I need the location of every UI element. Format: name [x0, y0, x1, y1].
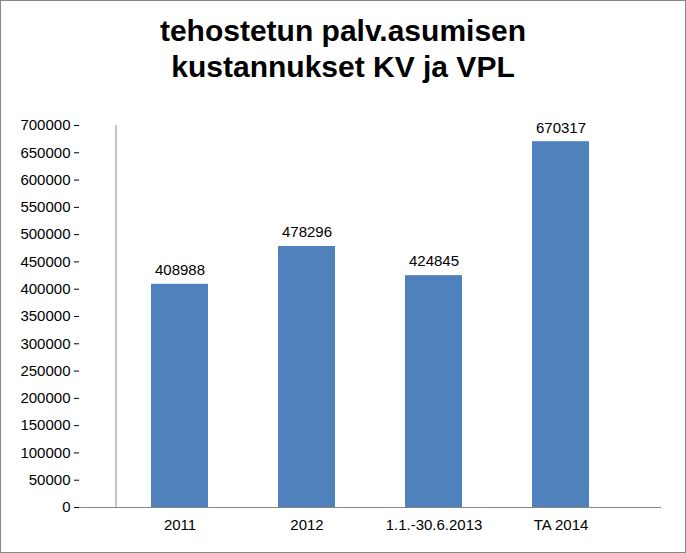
svg-text:478296: 478296: [282, 223, 332, 240]
svg-text:200000: 200000: [20, 389, 70, 406]
svg-text:TA 2014: TA 2014: [534, 516, 589, 533]
svg-text:50000: 50000: [29, 471, 71, 488]
svg-text:424845: 424845: [409, 252, 459, 269]
html-text:tehostetun palv.asumisen kusta: tehostetun palv.asumisen kustannukset KV…: [159, 14, 527, 83]
svg-text:300000: 300000: [20, 335, 70, 352]
svg-text:550000: 550000: [20, 198, 70, 215]
svg-text:500000: 500000: [20, 225, 70, 242]
svg-text:670317: 670317: [536, 118, 586, 135]
svg-text:600000: 600000: [20, 171, 70, 188]
svg-text:2012: 2012: [290, 516, 323, 533]
svg-text:0: 0: [62, 498, 70, 515]
svg-text:408988: 408988: [155, 261, 205, 278]
svg-text:150000: 150000: [20, 416, 70, 433]
svg-text:400000: 400000: [20, 280, 70, 297]
svg-text:250000: 250000: [20, 362, 70, 379]
svg-text:1.1.-30.6.2013: 1.1.-30.6.2013: [386, 516, 483, 533]
svg-text:650000: 650000: [20, 144, 70, 161]
svg-text:2011: 2011: [164, 516, 196, 533]
svg-text:450000: 450000: [20, 253, 70, 270]
svg-text:350000: 350000: [20, 307, 70, 324]
svg-text:700000: 700000: [20, 116, 70, 133]
svg-text:100000: 100000: [20, 444, 70, 461]
